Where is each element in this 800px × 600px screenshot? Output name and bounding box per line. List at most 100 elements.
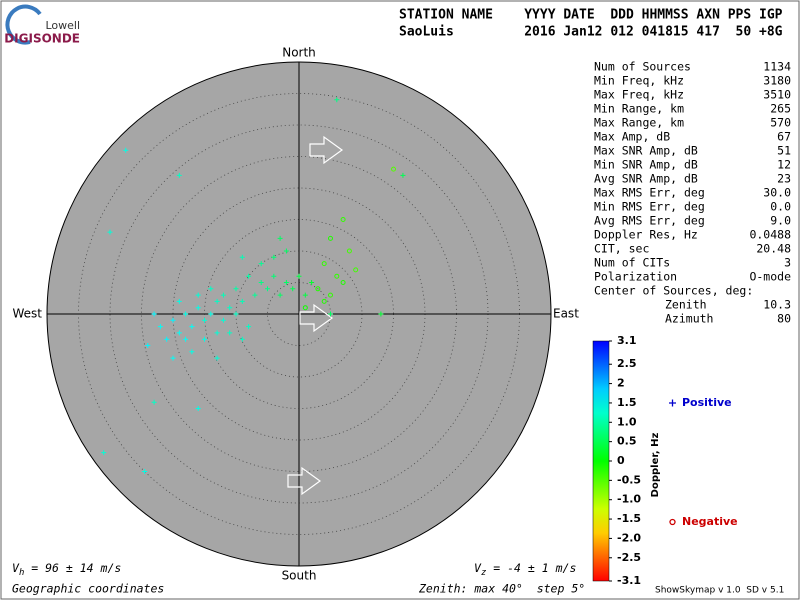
positive-point	[227, 330, 233, 336]
positive-point	[271, 254, 277, 260]
east-label: East	[553, 307, 579, 321]
stat-label: Max Freq, kHz	[594, 88, 684, 102]
stat-label: Max Amp, dB	[594, 130, 670, 144]
colorbar-tick-label: 1.5	[617, 396, 637, 409]
stat-label: Max SNR Amp, dB	[594, 144, 698, 158]
positive-point	[202, 317, 207, 323]
colorbar-tick-label: 0	[617, 454, 625, 467]
positive-point	[142, 469, 148, 474]
positive-point	[265, 286, 270, 292]
positive-point	[290, 286, 296, 292]
positive-point	[309, 280, 315, 285]
legend-label: Positive	[682, 396, 732, 409]
logo-swoosh	[5, 4, 42, 45]
positive-point	[176, 298, 182, 304]
colorbar-rect	[592, 340, 610, 582]
positive-point	[164, 336, 170, 342]
drift-arrow	[287, 466, 322, 496]
positive-point	[107, 229, 113, 235]
positive-point	[101, 450, 107, 456]
negative-point	[353, 267, 359, 273]
negative-point	[340, 217, 346, 222]
positive-point	[258, 261, 264, 267]
stat-label: Avg SNR Amp, dB	[594, 172, 698, 186]
positive-point	[283, 280, 289, 285]
stat-value: 23	[777, 172, 791, 186]
negative-point	[328, 292, 333, 298]
positive-point	[400, 172, 406, 178]
header-labels: STATION NAME YYYY DATE DDD HHMMSS AXN PP…	[399, 8, 783, 23]
vz-sub: z	[481, 568, 486, 578]
stat-value: 3	[784, 256, 791, 270]
positive-point	[176, 172, 182, 178]
stat-value: 12	[777, 158, 791, 172]
vh: Vh = 96 ± 14 m/s	[12, 561, 121, 578]
vh-sub: h	[19, 568, 24, 578]
colorbar-tick-label: -2.0	[617, 531, 641, 544]
positive-point	[151, 399, 157, 405]
positive-point	[239, 298, 245, 304]
colorbar-tick-label: 2.5	[617, 357, 637, 370]
positive-point	[334, 97, 340, 103]
vh-v: V	[12, 561, 20, 575]
legend-label: Negative	[682, 515, 738, 528]
logo-top: Lowell	[45, 19, 80, 32]
stat-value: 570	[770, 116, 791, 130]
stat-value: O-mode	[749, 270, 791, 284]
south-label: South	[282, 569, 317, 583]
vz-v: V	[474, 561, 482, 575]
negative-point	[391, 166, 396, 172]
stat-label: Num of CITs	[594, 256, 670, 270]
header-values: SaoLuis 2016 Jan12 012 041815 417 50 +8G	[399, 25, 783, 40]
positive-point	[202, 336, 207, 342]
positive-point	[220, 292, 226, 298]
positive-point	[220, 317, 226, 323]
stat-value: 265	[770, 102, 791, 116]
stat-value: 0.0488	[749, 228, 791, 242]
positive-point	[208, 286, 214, 292]
positive-point	[239, 254, 245, 260]
stat-value: 20.48	[756, 242, 791, 256]
legend-marker	[669, 399, 676, 407]
positive-point	[252, 292, 258, 298]
colorbar-tick-label: -1.5	[617, 512, 641, 525]
vz-rest: = -4 ± 1 m/s	[486, 561, 576, 575]
positive-point	[233, 311, 239, 317]
positive-point	[208, 311, 214, 317]
stat-label: Min SNR Amp, dB	[594, 158, 698, 172]
stat-value: 3510	[763, 88, 791, 102]
version: ShowSkymap v 1.0 SD v 5.1	[655, 586, 784, 596]
stat-label: Max RMS Err, deg	[594, 186, 705, 200]
positive-point	[296, 273, 302, 279]
colorbar-tick-label: -0.5	[617, 473, 641, 486]
positive-point	[227, 305, 233, 311]
positive-point	[246, 273, 252, 279]
positive-point	[214, 298, 220, 304]
positive-point	[170, 355, 176, 361]
legend-marker	[669, 518, 676, 526]
vz: Vz = -4 ± 1 m/s	[474, 561, 576, 578]
stat-label: CIT, sec	[594, 242, 649, 256]
positive-point	[246, 324, 252, 330]
positive-point	[183, 311, 189, 317]
positive-point	[277, 235, 283, 241]
center-label: Zenith	[665, 298, 707, 312]
positive-point	[195, 406, 201, 411]
stat-value: 0.0	[770, 200, 791, 214]
positive-point	[195, 292, 201, 298]
north-label: North	[282, 46, 316, 60]
stat-label: Min RMS Err, deg	[594, 200, 705, 214]
negative-point	[321, 261, 327, 267]
coords: Geographic coordinates	[12, 582, 164, 596]
colorbar-tick-label: -1.0	[617, 493, 641, 506]
center-title: Center of Sources, deg:	[594, 284, 753, 298]
negative-point	[346, 248, 352, 254]
colorbar-tick-label: 3.1	[617, 334, 637, 347]
drift-arrow	[309, 135, 344, 165]
stat-label: Num of Sources	[594, 60, 691, 74]
positive-point	[214, 330, 220, 336]
colorbar-tick-label: 0.5	[617, 435, 637, 448]
negative-point	[315, 286, 321, 292]
center-value: 80	[777, 312, 791, 326]
drift-arrow	[299, 303, 334, 333]
